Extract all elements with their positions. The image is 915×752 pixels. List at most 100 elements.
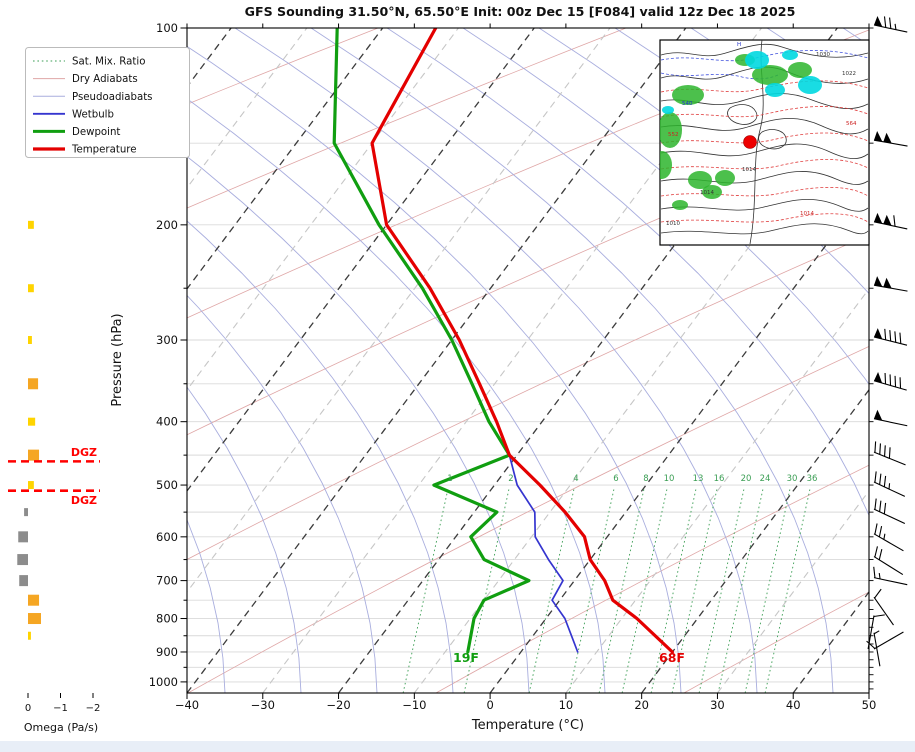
- wetbulb-line: [508, 454, 579, 653]
- map-thickness-contour: [660, 213, 869, 223]
- sounding-location-dot: [743, 135, 757, 149]
- map-label: 1022: [842, 71, 856, 77]
- map-thickness-contour: [660, 132, 869, 144]
- map-precip-cyan: [745, 51, 769, 69]
- wind-barb: [873, 131, 908, 147]
- x-tick-label: −40: [175, 698, 199, 712]
- wind-barbs: [866, 16, 908, 667]
- isotherm-dashed-line: [489, 186, 869, 693]
- omega-bar: [28, 481, 34, 490]
- wind-barb: [873, 441, 906, 466]
- isotherm-dashed-line: [565, 287, 869, 693]
- x-axis-label: Temperature (°C): [471, 718, 584, 733]
- mixing-ratio-value: 13: [693, 474, 704, 484]
- pseudoadiabat-line: [310, 28, 834, 693]
- map-precip-green: [660, 112, 682, 148]
- map-contour: [660, 43, 869, 58]
- y-tick-label: 400: [156, 415, 178, 429]
- x-tick-label: −30: [251, 698, 275, 712]
- omega-bar: [19, 575, 28, 587]
- map-precip-cyan: [765, 83, 785, 97]
- wind-barb: [873, 523, 904, 552]
- isotherm-dashed-line: [187, 28, 687, 693]
- wind-barb: [873, 471, 906, 497]
- omega-axis-label: Omega (Pa/s): [24, 721, 98, 734]
- y-tick-label: 800: [156, 612, 178, 626]
- isotherm-dashed-line: [338, 28, 838, 693]
- legend-label: Sat. Mix. Ratio: [72, 57, 145, 68]
- isotherm-dashed-line: [717, 490, 869, 693]
- map-precip-green: [752, 65, 788, 85]
- omega-bar: [28, 417, 36, 426]
- x-tick-label: −10: [402, 698, 426, 712]
- wind-barb: [873, 566, 908, 586]
- x-tick-label: 20: [634, 698, 649, 712]
- inset-map-content: H 1030 1022 540 552 564 1014 1014 1014 1010: [660, 40, 869, 245]
- dry-adiabat-line: [187, 234, 869, 560]
- wind-barb: [873, 588, 894, 626]
- omega-tick-label: −1: [53, 703, 68, 714]
- mixing-ratio-value: 30: [787, 474, 798, 484]
- map-precip-green: [688, 171, 712, 189]
- pseudoadiabat-line: [187, 220, 454, 693]
- mixing-ratio-value: 8: [643, 474, 648, 484]
- sounding-curves: [332, 28, 675, 654]
- map-precip-green: [788, 62, 812, 78]
- pseudoadiabat-line: [234, 28, 758, 693]
- pseudoadiabat-line: [187, 386, 302, 693]
- isotherm-dashed-line: [413, 85, 869, 693]
- plot-frame-and-ticks: −40 −30 −20 −10 0 10 20 30 40 50 100 200 300 400 500 60…: [149, 21, 877, 712]
- mixing-ratio-value: 24: [760, 474, 771, 484]
- map-label: 564: [846, 121, 857, 127]
- map-precip-green: [702, 185, 722, 199]
- wind-barb: [873, 16, 908, 33]
- map-label: 1014: [742, 167, 756, 173]
- isotherm-dashed-line: [187, 28, 611, 593]
- map-precip-cyan: [662, 106, 674, 114]
- x-tick-label: 50: [862, 698, 877, 712]
- x-tick-label: 30: [710, 698, 725, 712]
- map-contour: [660, 117, 869, 135]
- legend-label: Pseudoadiabats: [72, 92, 153, 103]
- omega-bar: [28, 613, 41, 625]
- pseudoadiabat-line: [187, 155, 530, 693]
- omega-bar: [28, 284, 34, 293]
- map-precip-green: [672, 85, 704, 105]
- isotherm-dashed-line: [262, 28, 762, 693]
- mixing-ratio-value: 36: [807, 474, 818, 484]
- omega-bar: [28, 631, 31, 640]
- omega-bar: [28, 378, 39, 390]
- map-precip-green: [715, 170, 735, 186]
- map-label: H: [737, 42, 741, 48]
- y-axis-label: Pressure (hPa): [110, 313, 125, 406]
- mixing-ratio-value: 4: [573, 474, 578, 484]
- x-tick-label: 40: [786, 698, 801, 712]
- map-thickness-contour: [660, 106, 869, 118]
- wind-barb: [873, 498, 906, 524]
- legend-box: [25, 47, 190, 158]
- map-precip-cyan: [798, 76, 822, 94]
- wind-barb: [873, 276, 908, 292]
- mixing-ratio-value: 16: [714, 474, 725, 484]
- dgz-label-lower: DGZ: [71, 494, 97, 507]
- pseudoadiabat-line: [187, 518, 226, 693]
- map-thickness-contour: [660, 186, 869, 197]
- mixing-ratio-value: 10: [664, 474, 675, 484]
- legend: Sat. Mix. Ratio Dry Adiabats Pseudoadiabat…: [25, 47, 190, 158]
- omega-bar: [28, 335, 32, 344]
- y-tick-label: 900: [156, 645, 178, 659]
- mixing-ratio-value: 20: [741, 474, 752, 484]
- legend-label: Wetbulb: [72, 109, 114, 120]
- omega-bar: [18, 531, 28, 543]
- omega-bar: [24, 508, 28, 517]
- legend-label: Temperature: [71, 145, 137, 156]
- mixing-ratio-value: 2: [508, 474, 513, 484]
- inset-map: H 1030 1022 540 552 564 1014 1014 1014 1010: [659, 39, 870, 246]
- map-precip-cyan: [782, 50, 798, 60]
- map-precip-green: [660, 151, 672, 179]
- map-contour: [660, 198, 869, 212]
- dry-adiabat-line: [435, 464, 869, 693]
- y-tick-label: 700: [156, 574, 178, 588]
